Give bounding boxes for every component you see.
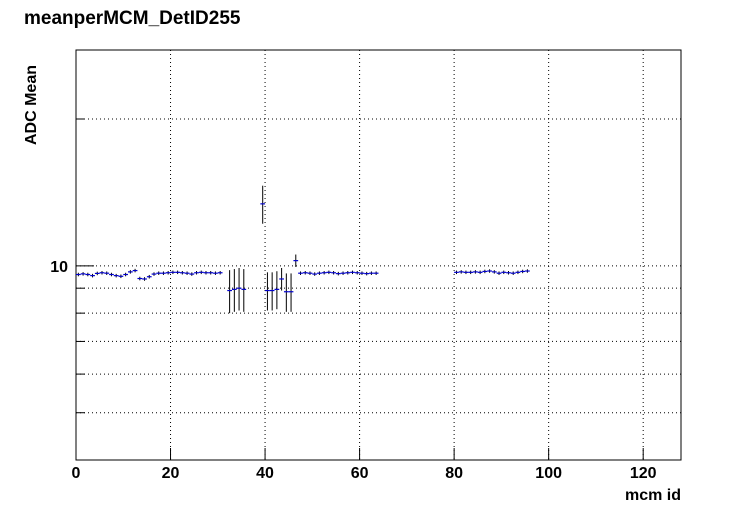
x-tick-label: 100 (535, 465, 562, 482)
x-tick-label: 0 (72, 465, 81, 482)
x-tick-label: 60 (351, 465, 369, 482)
chart-title: meanperMCM_DetID255 (24, 8, 241, 29)
x-axis-label: mcm id (625, 487, 681, 504)
y-axis-label: ADC Mean (23, 65, 40, 145)
x-tick-label: 120 (630, 465, 657, 482)
x-tick-label: 80 (445, 465, 463, 482)
y-tick-label: 10 (50, 259, 68, 276)
x-tick-label: 40 (256, 465, 274, 482)
x-tick-label: 20 (162, 465, 180, 482)
